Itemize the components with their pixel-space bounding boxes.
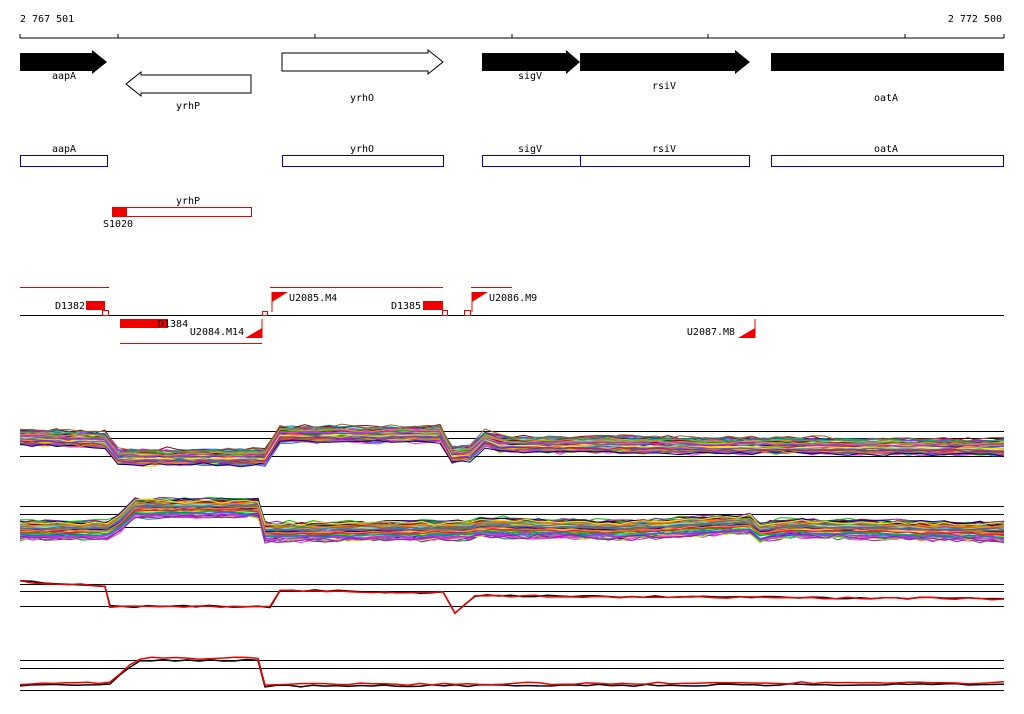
feature-block [120, 319, 168, 328]
profile-line [19, 579, 1005, 615]
gene-arrow [281, 48, 444, 76]
feature-lines [20, 287, 512, 344]
profile-line [19, 435, 1004, 462]
feature-label: D1382 [55, 301, 85, 312]
site-label: S1020 [103, 219, 133, 230]
profile-line [19, 508, 1005, 536]
flag [738, 328, 755, 338]
profile-line [19, 656, 1005, 686]
profile-line [19, 507, 1005, 534]
ruler-end: 2 772 500 [948, 14, 1002, 25]
feature-label: U2087.M8 [687, 327, 735, 338]
region-box [20, 155, 108, 167]
transcript-start [112, 207, 127, 217]
gene-arrow [771, 53, 1004, 71]
profile-line [19, 504, 1005, 532]
region-label: yrhO [350, 144, 374, 155]
feature-ticks [102, 310, 471, 316]
flag [245, 328, 262, 338]
feature-label: D1384 [158, 319, 188, 330]
profile-line [19, 435, 1005, 463]
gene-label: aapA [52, 71, 76, 82]
feature-block [423, 301, 443, 310]
profile-line [19, 498, 1005, 527]
flag [472, 292, 488, 302]
profile-line [19, 498, 1005, 528]
profile-line [19, 511, 1005, 540]
profiles [19, 423, 1005, 688]
region-box [771, 155, 1004, 167]
flag [272, 292, 288, 302]
profile-line [19, 426, 1005, 454]
profile-line [19, 428, 1005, 457]
region-label: sigV [518, 144, 542, 155]
region-label: aapA [52, 144, 76, 155]
gene-label: rsiV [652, 81, 676, 92]
profile-line [19, 658, 1005, 688]
gene-arrow [20, 50, 107, 74]
gene-label: oatA [874, 93, 898, 104]
feature-block [86, 301, 105, 310]
transcript-label: yrhP [176, 196, 200, 207]
region-box [580, 155, 750, 167]
feature-label: D1385 [391, 301, 421, 312]
gene-label: sigV [518, 71, 542, 82]
ruler-start: 2 767 501 [20, 14, 74, 25]
gene-label: yrhP [176, 101, 200, 112]
region-box [282, 155, 444, 167]
profile-line [19, 432, 1005, 458]
feature-label: U2086.M9 [489, 293, 537, 304]
feature-label: U2084.M14 [190, 327, 244, 338]
profile-line [19, 512, 1005, 543]
feature-label: U2085.M4 [289, 293, 337, 304]
gene-arrow [482, 50, 580, 74]
profile-line [19, 439, 1005, 468]
ruler-ticks [19, 34, 1005, 38]
gene-label: yrhO [350, 93, 374, 104]
region-label: rsiV [652, 144, 676, 155]
gene-arrow [580, 50, 750, 74]
gene-arrow [125, 70, 252, 98]
region-label: oatA [874, 144, 898, 155]
